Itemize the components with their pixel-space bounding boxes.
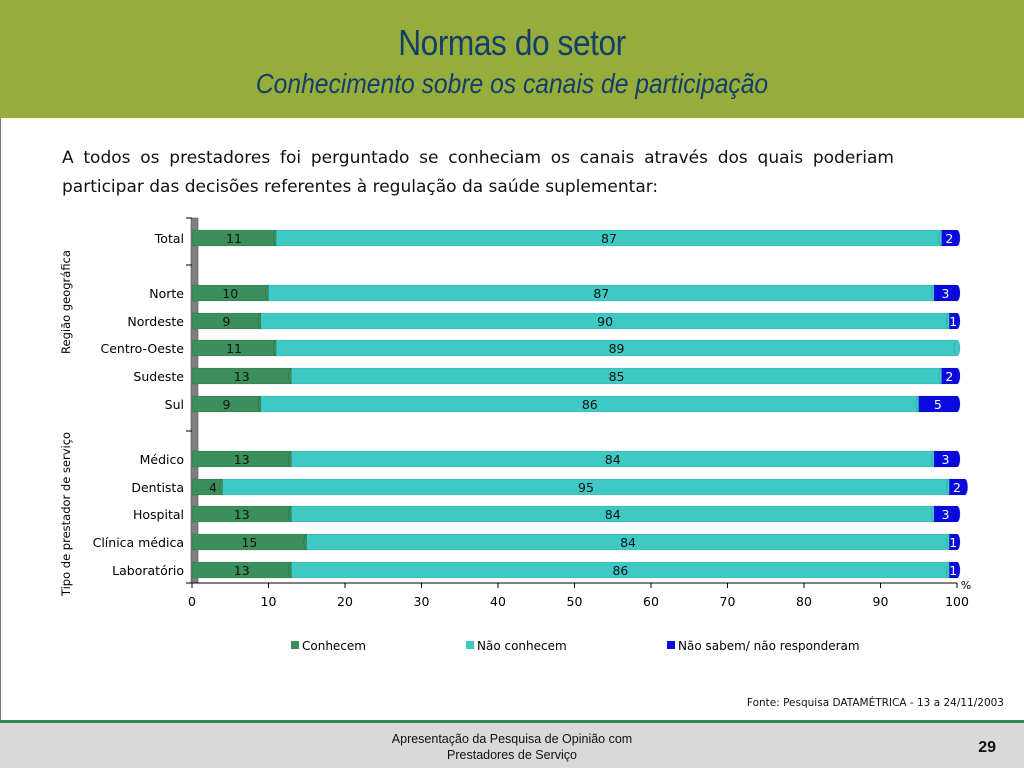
category-label: Laboratório (112, 563, 184, 578)
category-label: Total (154, 231, 184, 246)
x-tick-label: 60 (643, 594, 659, 609)
bar-segment-cap (953, 367, 961, 385)
data-label: 2 (945, 231, 953, 246)
legend-label: Conhecem (302, 639, 366, 653)
category-label: Clínica médica (93, 535, 184, 550)
data-label: 86 (582, 397, 598, 412)
footer-line-1: Apresentação da Pesquisa de Opinião com (391, 732, 633, 746)
header-bar: Normas do setor Conhecimento sobre os ca… (0, 0, 1024, 118)
data-label: 3 (942, 286, 950, 301)
category-label: Médico (140, 452, 184, 467)
data-label: 90 (597, 314, 613, 329)
category-label: Norte (149, 286, 184, 301)
group-axis-label: Tipo de prestador de serviço (59, 432, 73, 597)
left-border (0, 118, 1, 722)
data-label: 95 (578, 480, 594, 495)
x-tick-label: 40 (490, 594, 506, 609)
data-label: 15 (241, 535, 257, 550)
legend-label: Não sabem/ não responderam (678, 639, 860, 653)
data-label: 5 (934, 397, 942, 412)
legend-swatch (291, 641, 299, 649)
category-label: Hospital (133, 507, 184, 522)
data-label: 84 (605, 452, 621, 467)
footer-line-2: Prestadores de Serviço (447, 748, 577, 762)
data-label: 10 (222, 286, 238, 301)
legend-label: Não conhecem (477, 639, 567, 653)
footer-caption: Apresentação da Pesquisa de Opinião com … (300, 731, 724, 763)
page-number: 29 (978, 739, 996, 756)
x-tick-label: 100 (945, 594, 969, 609)
data-label: 1 (949, 314, 957, 329)
data-label: 4 (209, 480, 217, 495)
page-subtitle: Conhecimento sobre os canais de particip… (255, 68, 769, 99)
bar-segment-cap (953, 561, 961, 579)
group-axis-label: Região geográfica (59, 250, 73, 354)
category-label: Dentista (131, 480, 184, 495)
bar-segment-cap (953, 533, 961, 551)
x-tick-label: 50 (567, 594, 583, 609)
x-unit-label: % (961, 579, 971, 592)
bar-segment-cap (953, 312, 961, 330)
x-tick-label: 90 (873, 594, 889, 609)
data-label: 84 (620, 535, 636, 550)
bar-segment-cap (961, 478, 968, 496)
data-label: 89 (609, 341, 625, 356)
footer-bar: Apresentação da Pesquisa de Opinião com … (0, 723, 1024, 768)
bar-segment-cap (953, 505, 961, 523)
data-label: 13 (234, 452, 250, 467)
data-label: 3 (942, 507, 950, 522)
data-label: 85 (609, 369, 625, 384)
data-label: 84 (605, 507, 621, 522)
footer-divider (0, 720, 1024, 723)
legend-swatch (466, 641, 474, 649)
category-label: Sul (165, 397, 184, 412)
data-label: 2 (945, 369, 953, 384)
x-tick-label: 20 (337, 594, 353, 609)
x-tick-label: 0 (188, 594, 196, 609)
bar-segment-cap (953, 339, 961, 357)
data-label: 1 (949, 563, 957, 578)
bar-segment-cap (953, 284, 961, 302)
bar-segment (191, 478, 223, 496)
data-label: 2 (953, 480, 961, 495)
intro-paragraph: A todos os prestadores foi perguntado se… (62, 148, 894, 197)
data-label: 9 (222, 397, 230, 412)
data-label: 87 (593, 286, 609, 301)
bar-segment-cap (953, 450, 961, 468)
x-tick-label: 80 (796, 594, 812, 609)
data-label: 13 (234, 369, 250, 384)
page-title: Normas do setor (398, 22, 626, 63)
category-label: Sudeste (133, 369, 184, 384)
data-label: 9 (222, 314, 230, 329)
data-label: 13 (234, 563, 250, 578)
data-label: 11 (226, 231, 242, 246)
legend-swatch (667, 641, 675, 649)
data-label: 87 (601, 231, 617, 246)
data-label: 1 (949, 535, 957, 550)
data-label: 86 (612, 563, 628, 578)
source-note: Fonte: Pesquisa DATAMÉTRICA - 13 a 24/11… (746, 697, 1004, 709)
category-label: Centro-Oeste (101, 341, 185, 356)
x-tick-label: 10 (261, 594, 277, 609)
data-label: 3 (942, 452, 950, 467)
x-tick-label: 70 (720, 594, 736, 609)
category-label: Nordeste (127, 314, 184, 329)
x-tick-label: 30 (414, 594, 430, 609)
data-label: 11 (226, 341, 242, 356)
bar-segment-cap (953, 229, 961, 247)
data-label: 13 (234, 507, 250, 522)
bar-segment-cap (953, 395, 961, 413)
